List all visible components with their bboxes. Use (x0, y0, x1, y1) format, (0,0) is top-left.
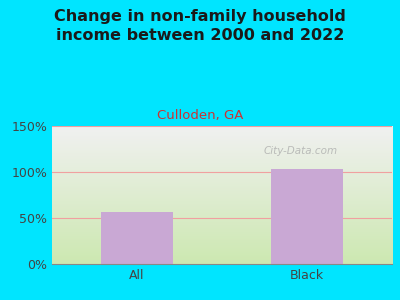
Text: Change in non-family household
income between 2000 and 2022: Change in non-family household income be… (54, 9, 346, 43)
Text: City-Data.com: City-Data.com (263, 146, 337, 156)
Bar (101, 212, 173, 264)
Bar (271, 169, 343, 264)
Text: Culloden, GA: Culloden, GA (157, 110, 243, 122)
